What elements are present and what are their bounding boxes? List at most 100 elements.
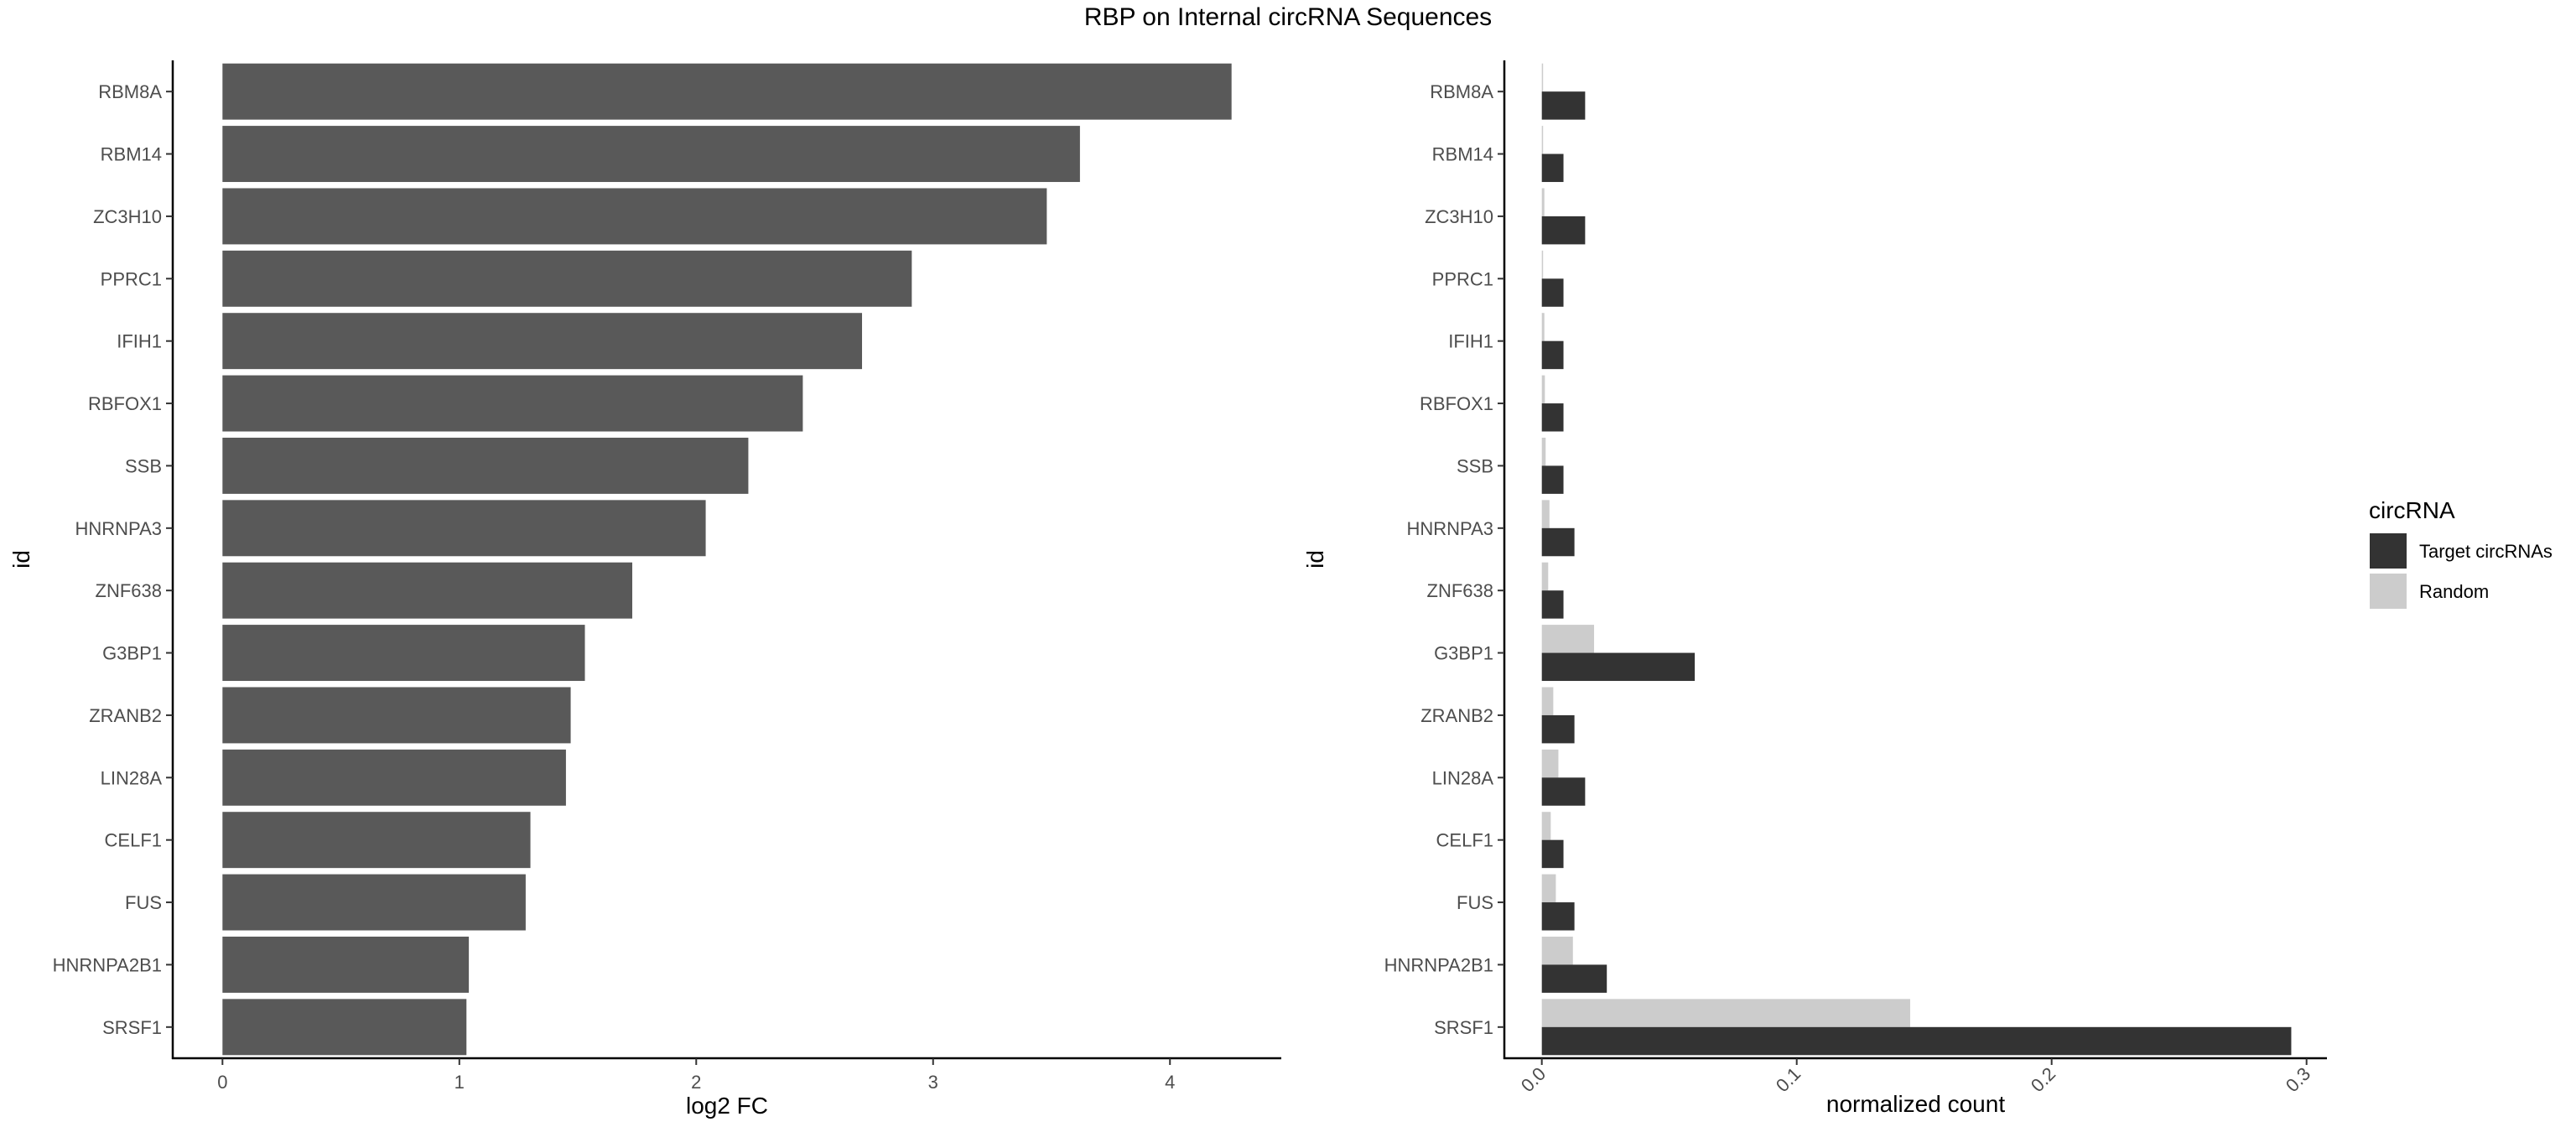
y-tick-label-ifih1: IFIH1 — [117, 331, 162, 352]
bar-target-circrnas-g3bp1 — [1541, 652, 1696, 682]
y-tick-label-hnrnpa3: HNRNPA3 — [75, 518, 162, 539]
bar-random-rbfox1 — [1541, 375, 1545, 404]
bar-random-ifih1 — [1541, 313, 1545, 341]
bar-target-circrnas-hnrnpa2b1 — [1541, 964, 1607, 993]
y-axis-title: id — [8, 550, 34, 569]
bar-target-circrnas-rbm14 — [1541, 153, 1564, 183]
y-tick-label-hnrnpa2b1: HNRNPA2B1 — [53, 954, 162, 975]
bar-ifih1 — [222, 313, 863, 370]
bar-hnrnpa3 — [222, 500, 706, 557]
bar-target-circrnas-rbfox1 — [1541, 403, 1564, 432]
legend-swatch-target-circrnas — [2370, 533, 2407, 569]
bar-rbm14 — [222, 126, 1080, 183]
bar-random-celf1 — [1541, 812, 1551, 840]
bar-rbm8a — [222, 63, 1232, 120]
x-tick-label-0-3: 0.3 — [2282, 1063, 2314, 1096]
bar-random-zranb2 — [1541, 687, 1554, 715]
bar-random-ssb — [1541, 437, 1546, 466]
bar-random-zc3h10 — [1541, 188, 1545, 216]
y-tick-label-srsf1: SRSF1 — [1434, 1017, 1493, 1038]
y-tick-label-fus: FUS — [1457, 892, 1493, 913]
bar-znf638 — [222, 562, 633, 619]
y-tick-label-ssb: SSB — [125, 455, 162, 476]
y-tick-label-rbfox1: RBFOX1 — [88, 393, 162, 414]
bar-target-circrnas-zc3h10 — [1541, 216, 1586, 245]
x-tick-label-1: 1 — [454, 1072, 465, 1093]
bar-target-circrnas-zranb2 — [1541, 714, 1575, 744]
x-tick-label-4: 4 — [1165, 1072, 1175, 1093]
legend-label-random: Random — [2419, 581, 2489, 602]
x-tick-label-0-1: 0.1 — [1772, 1063, 1805, 1096]
y-tick-label-lin28a: LIN28A — [101, 767, 163, 788]
y-tick-label-pprc1: PPRC1 — [101, 268, 162, 289]
bar-srsf1 — [222, 999, 467, 1056]
y-tick-label-rbm8a: RBM8A — [1430, 81, 1493, 102]
bar-target-circrnas-fus — [1541, 902, 1575, 931]
bar-target-circrnas-ifih1 — [1541, 340, 1564, 370]
bar-target-circrnas-znf638 — [1541, 590, 1564, 619]
x-tick-label-0-2: 0.2 — [2027, 1063, 2059, 1096]
y-tick-label-fus: FUS — [125, 892, 162, 913]
bar-ssb — [222, 437, 749, 494]
y-tick-label-ifih1: IFIH1 — [1448, 331, 1493, 352]
x-axis-title: normalized count — [1826, 1091, 2005, 1117]
y-tick-label-lin28a: LIN28A — [1432, 767, 1494, 788]
y-axis-title: id — [1302, 550, 1328, 569]
bar-target-circrnas-ssb — [1541, 465, 1564, 494]
y-tick-label-znf638: ZNF638 — [96, 580, 162, 601]
y-tick-label-hnrnpa3: HNRNPA3 — [1406, 518, 1493, 539]
bar-zc3h10 — [222, 188, 1047, 245]
y-tick-label-celf1: CELF1 — [105, 830, 162, 851]
legend-title: circRNA — [2369, 497, 2455, 523]
y-tick-label-zc3h10: ZC3H10 — [93, 206, 162, 227]
y-tick-label-zranb2: ZRANB2 — [1420, 705, 1493, 726]
bar-target-circrnas-celf1 — [1541, 839, 1564, 869]
x-tick-label-0-0: 0.0 — [1517, 1063, 1550, 1096]
figure-title: RBP on Internal circRNA Sequences — [1083, 3, 1493, 31]
bar-random-hnrnpa3 — [1541, 500, 1550, 528]
bar-random-rbm14 — [1541, 126, 1544, 154]
bar-random-znf638 — [1541, 562, 1549, 591]
bar-target-circrnas-hnrnpa3 — [1541, 527, 1575, 557]
bar-random-hnrnpa2b1 — [1541, 936, 1573, 965]
y-tick-label-rbm14: RBM14 — [1432, 144, 1493, 165]
x-tick-label-0: 0 — [217, 1072, 227, 1093]
right-panel-normalized-count: RBM8A RBM14 ZC3H10 PPRC1 IFIH1 RBFOX1 SSB HNRNP… — [1302, 60, 2327, 1117]
left-panel-log2fc: RBM8A RBM14 ZC3H10 PPRC1 IFIH1 RBFOX1 SSB HNRNP… — [8, 60, 1281, 1119]
y-tick-label-celf1: CELF1 — [1436, 830, 1493, 851]
bar-pprc1 — [222, 250, 912, 307]
y-tick-label-rbm8a: RBM8A — [98, 81, 162, 102]
y-tick-label-pprc1: PPRC1 — [1432, 268, 1493, 289]
y-tick-label-hnrnpa2b1: HNRNPA2B1 — [1384, 954, 1493, 975]
bar-random-fus — [1541, 874, 1556, 903]
bar-lin28a — [222, 749, 566, 806]
y-tick-label-rbfox1: RBFOX1 — [1420, 393, 1493, 414]
y-tick-label-ssb: SSB — [1457, 455, 1493, 476]
bar-random-srsf1 — [1541, 999, 1910, 1027]
bar-target-circrnas-lin28a — [1541, 777, 1586, 806]
legend-label-target-circrnas: Target circRNAs — [2419, 541, 2553, 562]
x-tick-label-3: 3 — [928, 1072, 938, 1093]
bar-target-circrnas-rbm8a — [1541, 91, 1586, 120]
bar-rbfox1 — [222, 375, 803, 432]
bar-target-circrnas-pprc1 — [1541, 278, 1564, 307]
y-tick-label-g3bp1: G3BP1 — [102, 643, 162, 664]
bar-random-g3bp1 — [1541, 625, 1595, 653]
legend: circRNA Target circRNAs Random — [2369, 497, 2553, 609]
y-tick-label-g3bp1: G3BP1 — [1434, 643, 1493, 664]
bar-fus — [222, 874, 526, 931]
y-tick-label-rbm14: RBM14 — [101, 144, 162, 165]
y-tick-label-znf638: ZNF638 — [1427, 580, 1493, 601]
x-tick-label-2: 2 — [691, 1072, 701, 1093]
bar-hnrnpa2b1 — [222, 936, 470, 993]
x-axis-title: log2 FC — [686, 1093, 768, 1119]
y-tick-label-zranb2: ZRANB2 — [89, 705, 162, 726]
bar-random-pprc1 — [1541, 250, 1544, 279]
legend-swatch-random — [2370, 574, 2407, 609]
bar-celf1 — [222, 812, 531, 869]
bar-random-lin28a — [1541, 749, 1559, 778]
bar-random-rbm8a — [1541, 63, 1544, 92]
bar-g3bp1 — [222, 625, 585, 682]
